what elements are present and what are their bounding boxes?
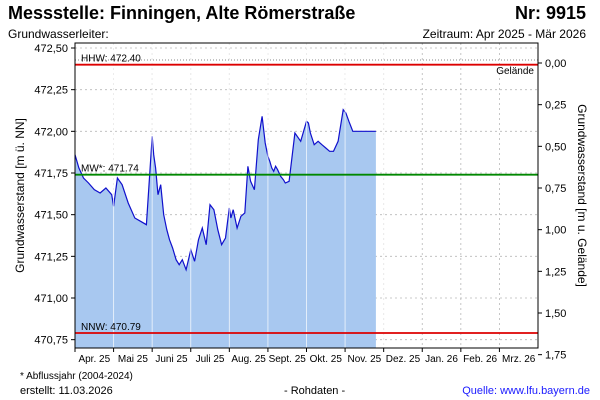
created-date: erstellt: 11.03.2026 — [20, 385, 113, 397]
y2-tick-label: 0,25 — [545, 100, 566, 112]
data-series — [74, 43, 385, 348]
x-tick-label: Apr. 25 — [78, 354, 110, 365]
x-tick-label: Mrz. 26 — [502, 354, 536, 365]
page-title: Messstelle: Finningen, Alte Römerstraße — [8, 3, 356, 23]
axes: 472,50 472,25 472,00 471,75 471,50 471,25 471,… — [13, 43, 589, 365]
y-tick-label: 471,00 — [34, 293, 68, 305]
ground-level-label: Gelände — [496, 66, 534, 77]
footnote: * Abflussjahr (2004-2024) — [20, 371, 133, 382]
y-tick-label: 470,75 — [34, 335, 68, 347]
x-tick-label: Dez. 25 — [386, 354, 421, 365]
y2-tick-label: 0,00 — [545, 58, 566, 70]
y2-tick-label: 0,50 — [545, 141, 566, 153]
y-tick-label: 472,50 — [34, 43, 68, 55]
x-tick-label: Okt. 25 — [310, 354, 343, 365]
x-tick-label: Juni 25 — [155, 354, 188, 365]
y2-tick-label: 1,00 — [545, 225, 566, 237]
x-tick-label: Aug. 25 — [231, 354, 266, 365]
y-axis-title: Grundwasserstand [m ü. NN] — [13, 118, 27, 273]
y2-tick-label: 1,25 — [545, 266, 566, 278]
y2-axis-title: Grundwasserstand [m u. Gelände] — [575, 104, 589, 287]
aquifer-label: Grundwasserleiter: — [8, 27, 109, 41]
reference-lines: Gelände HHW: 472.40 MW*: 471.74 NNW: 470.79 — [75, 54, 538, 334]
source-link[interactable]: Quelle: www.lfu.bayern.de — [462, 385, 590, 397]
period-label: Zeitraum: Apr 2025 - Mär 2026 — [422, 27, 586, 41]
y-tick-label: 471,75 — [34, 168, 68, 180]
reference-line-label: HHW: 472.40 — [81, 54, 141, 65]
x-tick-label: Juli 25 — [196, 354, 225, 365]
reference-line-label: MW*: 471.74 — [81, 164, 139, 175]
y-tick-label: 472,25 — [34, 85, 68, 97]
y-tick-label: 471,25 — [34, 251, 68, 263]
y2-tick-label: 1,75 — [545, 350, 566, 362]
x-tick-label: Jan. 26 — [425, 354, 458, 365]
y-tick-label: 471,50 — [34, 210, 68, 222]
y2-tick-label: 0,75 — [545, 183, 566, 195]
x-tick-label: Mai 25 — [118, 354, 148, 365]
reference-line-label: NNW: 470.79 — [81, 322, 141, 333]
x-tick-label: Nov. 25 — [348, 354, 382, 365]
x-tick-label: Feb. 26 — [463, 354, 497, 365]
y2-tick-label: 1,50 — [545, 308, 566, 320]
station-number: Nr: 9915 — [514, 3, 586, 23]
x-tick-label: Sept. 25 — [269, 354, 307, 365]
series-line — [74, 108, 376, 272]
raw-data-label: - Rohdaten - — [284, 385, 346, 397]
y-tick-label: 472,00 — [34, 126, 68, 138]
